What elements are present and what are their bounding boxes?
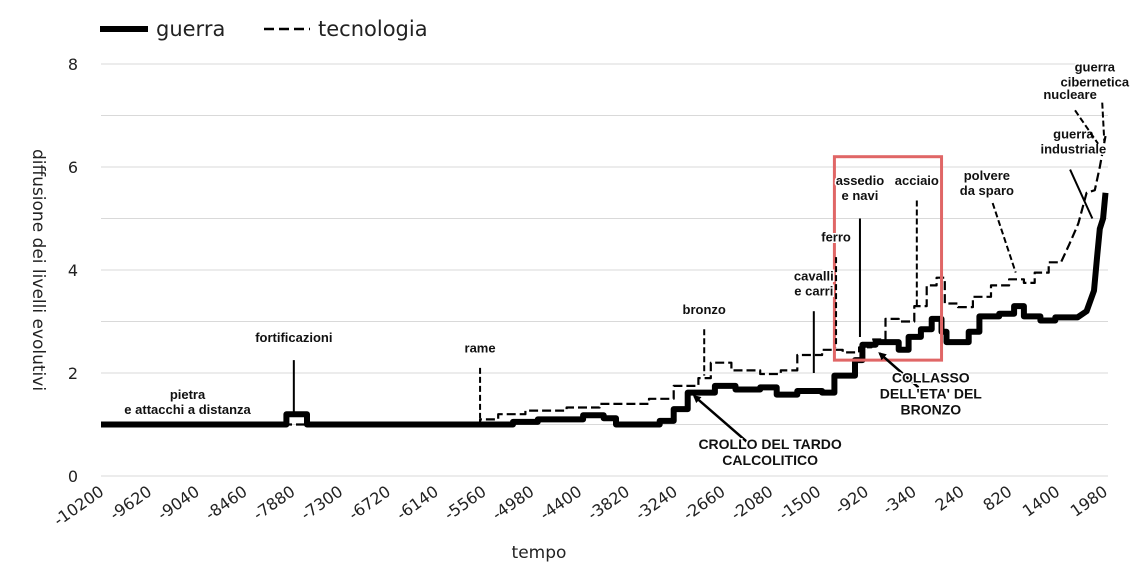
annotation-arrow [991, 202, 1017, 273]
x-tick-label: 240 [932, 482, 968, 515]
annotation-label: BRONZO [900, 401, 961, 417]
y-tick-label: 8 [68, 55, 78, 74]
x-tick-label: 1400 [1019, 482, 1063, 521]
x-tick-label: -3820 [584, 482, 633, 524]
x-tick-label: -5560 [441, 482, 490, 524]
x-tick-label: -10200 [50, 482, 107, 530]
x-tick-label: -7300 [297, 482, 346, 524]
annotation: fortificazioni [254, 329, 334, 414]
annotation-label: fortificazioni [255, 330, 332, 345]
legend-label-guerra: guerra [156, 17, 225, 41]
x-tick-label: -2660 [680, 482, 729, 524]
annotation-label: e attacchi a distanza [124, 402, 251, 417]
y-tick-label: 0 [68, 467, 78, 486]
annotation-label: COLLASSO [892, 369, 970, 385]
annotation-label: pietra [170, 387, 206, 402]
annotation-label: cavalli [794, 268, 834, 283]
annotation-label: DELL'ETA' DEL [880, 385, 983, 401]
y-tick-label: 6 [68, 158, 78, 177]
annotation: nucleare [1042, 86, 1099, 145]
annotation-label: rame [465, 340, 496, 355]
x-tick-label: -340 [879, 482, 920, 518]
annotation-label: cibernetica [1060, 75, 1129, 90]
annotation-label: da sparo [960, 183, 1014, 198]
x-tick-label: 1980 [1067, 482, 1111, 521]
annotation-label: assedio [836, 173, 884, 188]
annotation: ferro [820, 228, 852, 348]
annotation: acciaio [893, 172, 940, 307]
y-tick-label: 2 [68, 364, 78, 383]
y-tick-label: 4 [68, 261, 78, 280]
x-tick-label: -7880 [249, 482, 298, 524]
x-tick-label: -9040 [154, 482, 203, 524]
annotation-label: acciaio [895, 173, 939, 188]
x-axis-ticks: -10200-9620-9040-8460-7880-7300-6720-614… [50, 482, 1111, 530]
annotation-label: CALCOLITICO [722, 452, 818, 468]
annotation-label: e carri [794, 283, 833, 298]
annotation-label: bronzo [683, 302, 726, 317]
y-axis-ticks: 0 2 4 6 8 [68, 55, 78, 486]
annotation-arrow [1101, 102, 1106, 142]
x-tick-label: -920 [831, 482, 872, 518]
x-tick-label: -4980 [488, 482, 537, 524]
x-axis-title: tempo [512, 543, 567, 563]
annotation-arrow [692, 394, 751, 446]
x-tick-label: -4400 [536, 482, 585, 524]
annotation-label: e navi [842, 188, 879, 203]
annotation-label: CROLLO DEL TARDO [698, 436, 841, 452]
annotation: rame [463, 339, 497, 419]
x-tick-label: -1500 [775, 482, 824, 524]
y-axis-title: diffusione dei livelli evolutivi [28, 149, 48, 391]
x-tick-label: -2080 [727, 482, 776, 524]
x-tick-label: -6140 [393, 482, 442, 524]
annotation-label: industriale [1041, 142, 1107, 157]
legend: guerra tecnologia [100, 17, 428, 41]
x-tick-label: -3240 [632, 482, 681, 524]
legend-label-tecnologia: tecnologia [318, 17, 428, 41]
annotation-label: polvere [964, 168, 1010, 183]
annotation-label: nucleare [1043, 87, 1096, 102]
annotation-label: guerra [1075, 60, 1116, 75]
annotation-arrow [1074, 109, 1099, 145]
x-tick-label: 820 [979, 482, 1015, 515]
annotation-arrow [878, 352, 920, 389]
annotation: bronzo [681, 300, 727, 376]
x-tick-label: -8460 [202, 482, 251, 524]
annotation-arrow [1069, 169, 1094, 219]
x-tick-label: -6720 [345, 482, 394, 524]
annotation-label: guerra [1053, 127, 1094, 142]
annotation-label: ferro [821, 230, 851, 245]
x-tick-label: -9620 [106, 482, 155, 524]
